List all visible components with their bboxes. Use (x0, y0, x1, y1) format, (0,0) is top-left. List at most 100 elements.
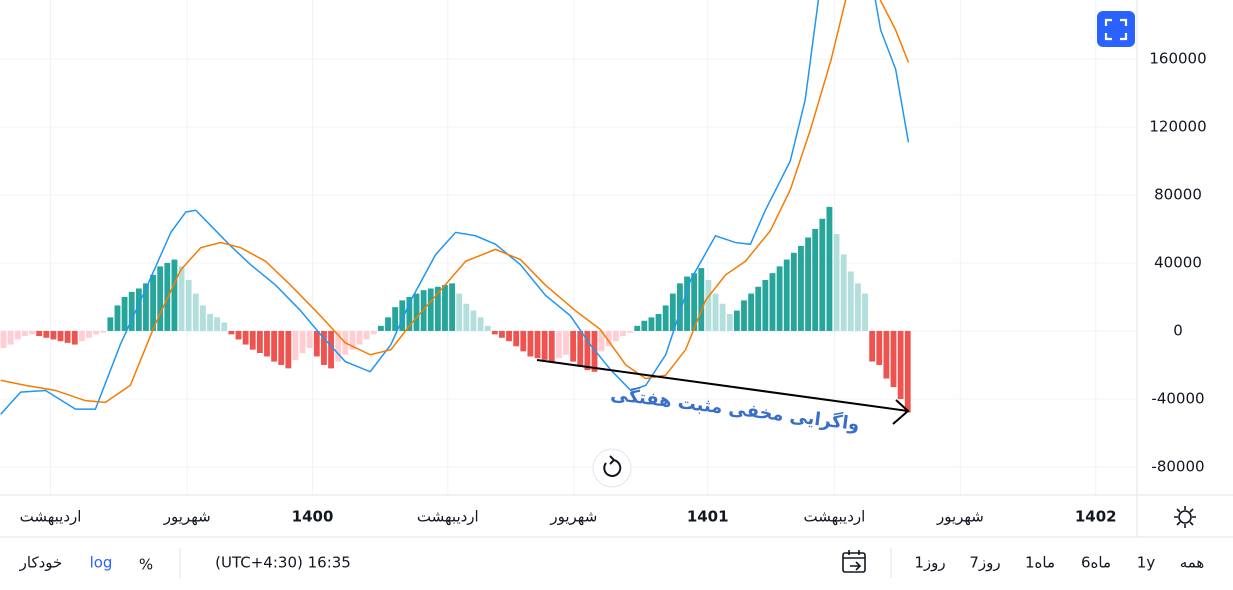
timezone[interactable]: (UTC+4:30) 16:35 (215, 554, 351, 572)
histogram-bar (798, 245, 804, 331)
range-button[interactable]: 1ماه (1025, 554, 1055, 572)
y-tick-label: 120000 (1149, 117, 1206, 135)
histogram-bar (221, 322, 228, 331)
histogram-bar (748, 293, 755, 331)
x-tick-label: اردیبهشت (804, 508, 866, 526)
histogram-bar (563, 330, 569, 355)
histogram-bar (484, 325, 491, 331)
histogram-bar (612, 330, 619, 342)
histogram-bar (377, 325, 384, 331)
histogram-bar (292, 330, 299, 360)
histogram-bar (434, 286, 441, 331)
histogram-bar (627, 330, 634, 333)
histogram-bar (726, 313, 733, 331)
histogram-bar (0, 330, 7, 348)
histogram-bar (876, 330, 883, 365)
histogram-bar (427, 288, 434, 331)
histogram-bar (662, 305, 669, 331)
histogram-bar (86, 330, 92, 338)
histogram-bar (805, 237, 811, 331)
histogram-bar (470, 310, 477, 331)
histogram-bar (463, 303, 470, 331)
histogram-bar (762, 279, 769, 331)
histogram-bar (157, 266, 164, 331)
x-tick-label: اردیبهشت (417, 508, 479, 526)
auto-button[interactable]: خودکار (19, 554, 63, 572)
histogram-bar (605, 330, 612, 347)
histogram-bar (313, 330, 320, 357)
histogram-bar (214, 317, 221, 331)
histogram-bar (819, 218, 826, 331)
log-button[interactable]: log (90, 554, 113, 572)
histogram-bar (584, 330, 591, 371)
histogram-bar (207, 313, 213, 331)
histogram-bar (833, 234, 840, 331)
histogram-bar (776, 266, 783, 331)
histogram-bar (513, 330, 520, 347)
date-range-button[interactable] (842, 550, 866, 573)
histogram-bar (349, 330, 356, 350)
histogram-bar (114, 305, 121, 331)
range-button[interactable]: 6ماه (1081, 554, 1111, 572)
reset-button[interactable] (592, 448, 632, 488)
histogram-bar (399, 300, 406, 331)
y-tick-label: 40000 (1154, 253, 1202, 271)
histogram-bar (741, 300, 747, 331)
histogram-bar (100, 330, 107, 333)
histogram-bar (712, 293, 719, 331)
settings-button[interactable] (1174, 506, 1196, 528)
range-button[interactable]: 1y (1137, 554, 1156, 572)
histogram-bar (57, 330, 64, 342)
histogram-bar (577, 330, 584, 367)
histogram-bar (890, 330, 897, 388)
histogram-bar (812, 228, 819, 331)
histogram-bar (143, 283, 149, 331)
histogram-bar (555, 330, 562, 359)
histogram-bar (897, 330, 904, 399)
histogram-bar (249, 330, 256, 350)
x-tick-label: 1400 (292, 508, 334, 526)
histogram-bar (242, 330, 249, 345)
y-tick-label: 80000 (1154, 185, 1202, 203)
histogram-bar (527, 330, 534, 357)
histogram-bar (228, 330, 235, 335)
histogram-bar (328, 330, 334, 369)
histogram-bar (691, 273, 698, 331)
histogram-bar (491, 330, 498, 335)
histogram-bar (36, 330, 43, 337)
histogram-bar (634, 325, 641, 331)
x-tick-label: 1401 (687, 508, 729, 526)
histogram-bar (406, 296, 413, 331)
histogram-bar (264, 330, 270, 357)
histogram-bar (534, 330, 541, 359)
histogram-bar (883, 330, 890, 379)
histogram-bar (385, 317, 391, 331)
x-tick-label: 1402 (1075, 508, 1117, 526)
histogram-bar (192, 293, 199, 331)
histogram-bar (506, 330, 512, 342)
histogram-bar (655, 313, 662, 331)
histogram-bar (719, 303, 726, 331)
arrow-head (892, 399, 910, 425)
histogram-bar (541, 330, 548, 360)
histogram-bar (150, 274, 156, 331)
histogram-bar (335, 330, 342, 362)
y-tick-label: -80000 (1151, 457, 1204, 475)
range-button[interactable]: همه (1180, 554, 1205, 572)
histogram-bar (178, 266, 185, 331)
fullscreen-button[interactable] (1097, 11, 1135, 47)
histogram-bar (477, 317, 484, 331)
histogram-bar (135, 288, 142, 331)
histogram-bar (370, 330, 377, 335)
axes: 160000 120000 80000 40000 0 -40000 -80000 اردیب… (20, 49, 1207, 525)
histogram-bar (93, 330, 100, 335)
range-button[interactable]: 7روز (969, 554, 1000, 572)
range-button[interactable]: 1روز (914, 554, 945, 572)
histogram-bar (285, 330, 292, 369)
x-tick-label: اردیبهشت (20, 508, 82, 526)
histogram-bar (107, 317, 114, 331)
histogram-bar (869, 330, 876, 362)
percent-button[interactable]: % (139, 556, 153, 574)
histogram-bar (648, 317, 655, 331)
histogram-bar (598, 330, 605, 352)
